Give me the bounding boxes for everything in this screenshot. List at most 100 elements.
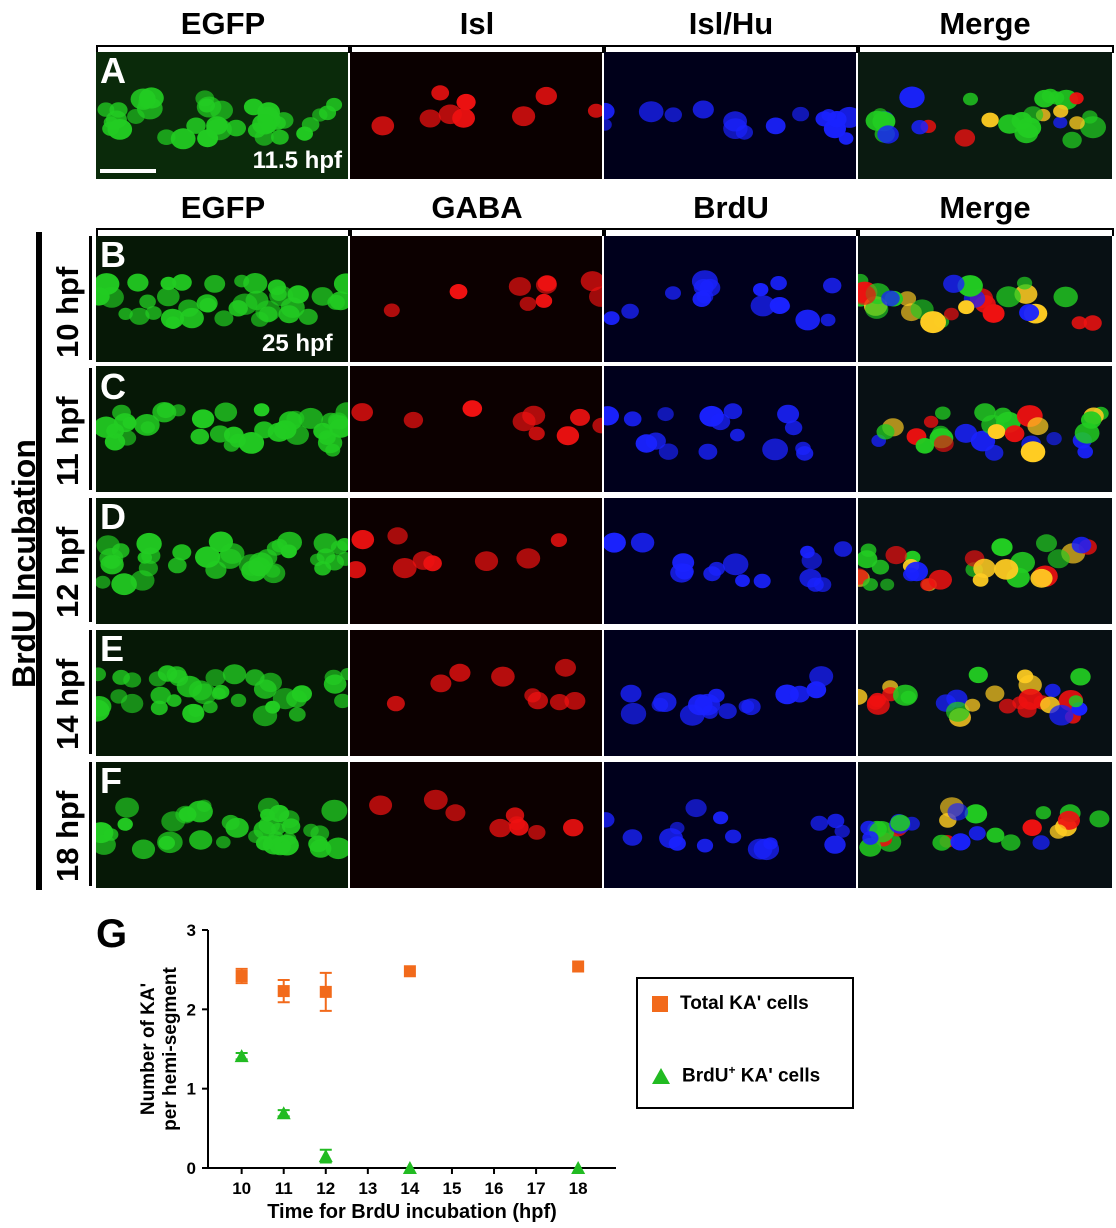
y-tick-label: 1 — [187, 1080, 196, 1099]
cell-mark — [858, 284, 876, 305]
cell-mark — [123, 672, 142, 688]
cell-mark — [701, 705, 718, 719]
cell-mark — [777, 404, 800, 424]
cell-mark — [946, 701, 970, 722]
cell-mark — [877, 125, 899, 144]
micrograph — [369, 789, 584, 840]
cell-mark — [664, 107, 682, 123]
cell-mark — [730, 428, 745, 442]
panel-row3-col3 — [858, 630, 1112, 756]
legend-square-marker — [652, 995, 668, 1012]
cell-mark — [1020, 441, 1046, 463]
bracket-a1 — [96, 45, 350, 53]
cell-mark — [191, 409, 215, 429]
panel-letter-a: A — [100, 52, 126, 91]
data-point — [572, 960, 585, 973]
cell-mark — [96, 575, 111, 589]
cell-mark — [96, 667, 106, 682]
bracket-a4 — [858, 45, 1114, 53]
cell-mark — [325, 443, 341, 457]
cell-mark — [1071, 316, 1087, 330]
cell-mark — [277, 531, 302, 553]
micrograph — [604, 100, 856, 145]
cell-mark — [214, 402, 238, 422]
cell-mark — [100, 554, 124, 575]
cell-mark — [789, 685, 810, 703]
cell-mark — [248, 829, 264, 843]
cell-mark — [298, 407, 324, 429]
cell-mark — [369, 795, 393, 816]
x-tick-label: 13 — [358, 1179, 377, 1198]
cell-mark — [96, 834, 116, 855]
cell-mark — [668, 836, 686, 851]
micrograph — [871, 403, 1109, 463]
cell-mark — [206, 116, 228, 135]
cell-mark — [109, 102, 128, 118]
legend: Total KA' cells BrdU+ KA' cells — [636, 977, 854, 1109]
cell-mark — [1004, 425, 1025, 443]
cell-mark — [604, 311, 620, 325]
cell-mark — [638, 101, 664, 123]
cell-mark — [321, 799, 348, 822]
cell-mark — [508, 816, 526, 831]
cell-mark — [456, 93, 476, 111]
cell-mark — [834, 824, 850, 838]
cell-mark — [535, 86, 557, 106]
y-axis-label: Number of KA' — [138, 983, 159, 1115]
micrograph — [865, 86, 1106, 149]
cell-mark — [750, 295, 776, 317]
cell-mark — [1089, 810, 1110, 828]
cell-mark — [691, 270, 718, 293]
header-merge-a: Merge — [939, 6, 1031, 41]
x-tick-label: 14 — [400, 1179, 419, 1198]
cell-mark — [985, 444, 1004, 461]
cell-mark — [310, 825, 330, 842]
micrograph — [859, 797, 1110, 857]
cell-mark — [947, 803, 969, 821]
cell-mark — [519, 296, 537, 311]
cell-mark — [665, 286, 681, 300]
cell-mark — [867, 695, 884, 710]
cell-mark — [271, 287, 287, 301]
cell-mark — [991, 538, 1013, 557]
cell-mark — [188, 704, 204, 717]
cell-mark — [157, 287, 180, 307]
cell-mark — [698, 443, 718, 460]
cell-mark — [489, 818, 511, 838]
data-point — [277, 985, 290, 998]
cell-mark — [932, 834, 952, 851]
cell-mark — [753, 838, 780, 861]
cell-mark — [944, 307, 959, 321]
micrograph — [604, 270, 842, 331]
cell-mark — [903, 567, 919, 582]
cell-mark — [963, 92, 978, 106]
cell-mark — [445, 804, 466, 822]
x-axis-label: Time for BrdU incubation (hpf) — [267, 1201, 557, 1223]
cell-mark — [118, 307, 133, 320]
x-tick-label: 12 — [316, 1179, 335, 1198]
data-point — [234, 1049, 249, 1063]
cell-mark — [1036, 534, 1057, 553]
cell-mark — [165, 316, 181, 329]
cell-mark — [958, 300, 975, 315]
cell-mark — [968, 826, 986, 841]
cell-mark — [220, 543, 245, 564]
cell-mark — [423, 789, 448, 810]
panel-row4-col3 — [858, 762, 1112, 888]
cell-mark — [1027, 417, 1049, 436]
cell-mark — [117, 817, 133, 831]
cell-mark — [890, 814, 911, 832]
cell-mark — [604, 812, 615, 828]
row-bar-b — [89, 236, 92, 360]
cell-mark — [827, 813, 845, 829]
cell-mark — [278, 305, 300, 324]
micrograph — [858, 666, 1091, 727]
cell-mark — [657, 407, 674, 422]
panel-row2-col3 — [858, 498, 1112, 624]
micrograph — [97, 87, 343, 150]
cell-mark — [329, 418, 348, 438]
cell-mark — [928, 569, 952, 590]
cell-mark — [982, 304, 1005, 323]
header-isl: Isl — [459, 6, 495, 41]
cell-mark — [238, 432, 265, 454]
